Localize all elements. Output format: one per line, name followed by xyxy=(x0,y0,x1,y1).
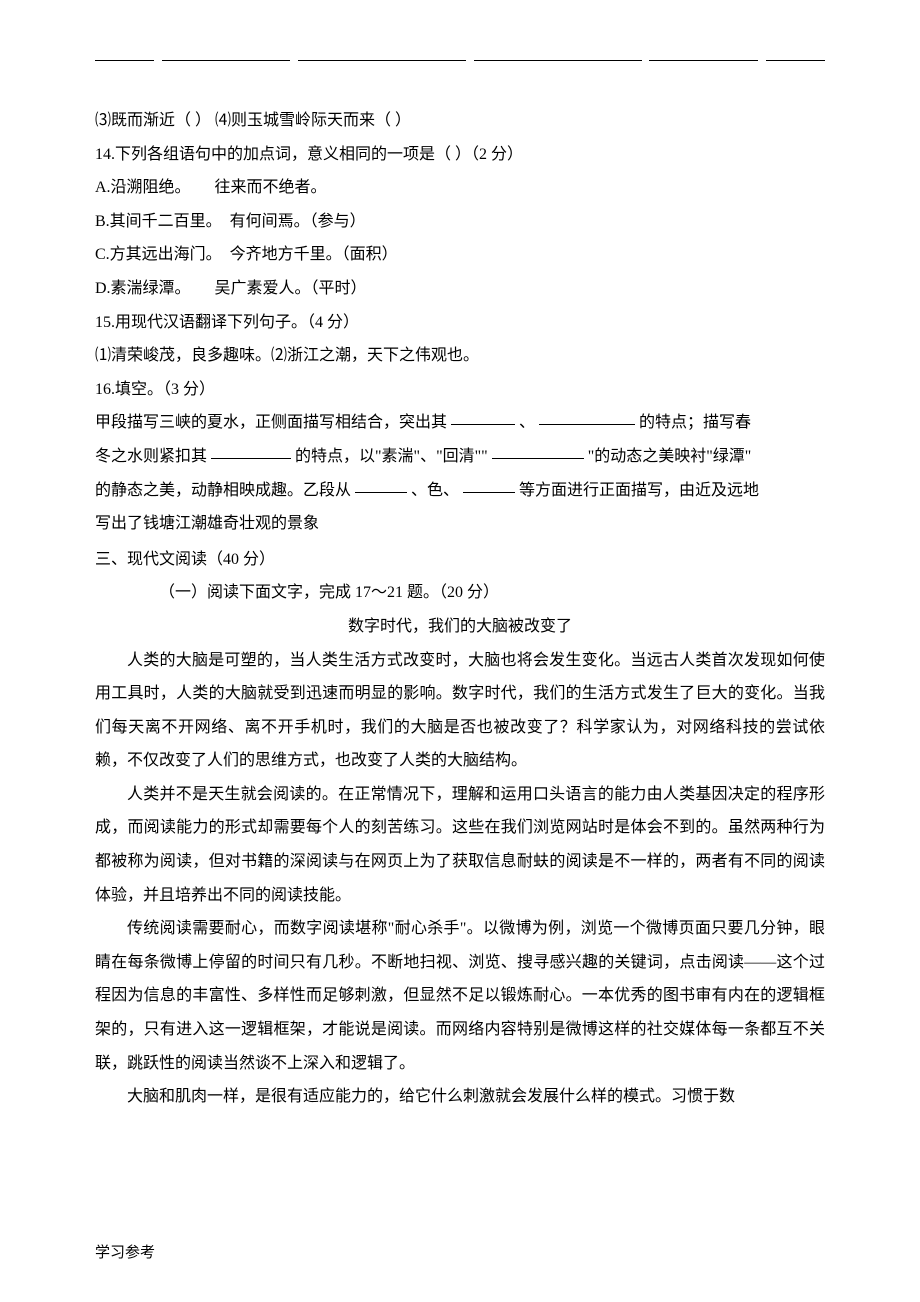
q15-sub: ⑴清荣峻茂，良多趣味。⑵浙江之潮，天下之伟观也。 xyxy=(95,339,825,373)
q15: 15.用现代汉语翻译下列句子。（4 分） xyxy=(95,306,825,340)
q16-p3b: 、色、 xyxy=(411,482,459,499)
blank-3 xyxy=(211,442,291,459)
q16-line3: 的静态之美，动静相映成趣。乙段从 、色、 等方面进行正面描写，由近及远地 xyxy=(95,474,825,508)
section-3-1: （一）阅读下面文字，完成 17～21 题。（20 分） xyxy=(95,576,825,610)
q16-p1c: 的特点；描写春 xyxy=(639,414,751,431)
paragraph-1: 人类的大脑是可塑的，当人类生活方式改变时，大脑也将会发生变化。当远古人类首次发现… xyxy=(95,644,825,778)
q16-p2a: 冬之水则紧扣其 xyxy=(95,448,207,465)
footer-reference: 学习参考 xyxy=(95,1241,155,1262)
q14-A: A.沿溯阻绝。 往来而不绝者。 xyxy=(95,171,825,205)
q16-line1: 甲段描写三峡的夏水，正侧面描写相结合，突出其 、 的特点；描写春 xyxy=(95,406,825,440)
blank-6 xyxy=(463,476,515,493)
blank-4 xyxy=(492,442,584,459)
blank-2 xyxy=(539,408,635,425)
q16-line2: 冬之水则紧扣其 的特点，以"素湍"、"回清"" "的动态之美映衬"绿潭" xyxy=(95,440,825,474)
q16-p1a: 甲段描写三峡的夏水，正侧面描写相结合，突出其 xyxy=(95,414,447,431)
q16-p2b: 的特点，以"素湍"、"回清"" xyxy=(295,448,488,465)
paragraph-4-lead: 大脑和肌肉一样，是很有适应能力的，给它什么刺激就会发展什么样的模式。习惯于数 xyxy=(95,1080,825,1114)
q16-p2c: "的动态之美映衬"绿潭" xyxy=(588,448,752,465)
passage-title: 数字时代，我们的大脑被改变了 xyxy=(95,610,825,644)
blank-5 xyxy=(355,476,407,493)
q13-3: ⑶既而渐近（ ） ⑷则玉城雪岭际天而来（ ） xyxy=(95,104,825,138)
q14-C: C.方其远出海门。 今齐地方千里。（面积） xyxy=(95,238,825,272)
paragraph-3: 传统阅读需要耐心，而数字阅读堪称"耐心杀手"。以微博为例，浏览一个微博页面只要几… xyxy=(95,912,825,1080)
blank-1 xyxy=(451,408,515,425)
paragraph-2: 人类并不是天生就会阅读的。在正常情况下，理解和运用口头语言的能力由人类基因决定的… xyxy=(95,778,825,912)
q14-B: B.其间千二百里。 有何间焉。（参与） xyxy=(95,205,825,239)
q16-p1b: 、 xyxy=(519,414,535,431)
q16-p3a: 的静态之美，动静相映成趣。乙段从 xyxy=(95,482,351,499)
q14-D: D.素湍绿潭。 吴广素爱人。（平时） xyxy=(95,272,825,306)
q14: 14.下列各组语句中的加点词，意义相同的一项是（ ）（2 分） xyxy=(95,138,825,172)
q16-p3c: 等方面进行正面描写，由近及远地 xyxy=(519,482,759,499)
section-3-heading: 三、现代文阅读（40 分） xyxy=(95,543,825,577)
q16: 16.填空。（3 分） xyxy=(95,373,825,407)
header-rule xyxy=(95,60,825,68)
q16-line4: 写出了钱塘江潮雄奇壮观的景象 xyxy=(95,507,825,541)
